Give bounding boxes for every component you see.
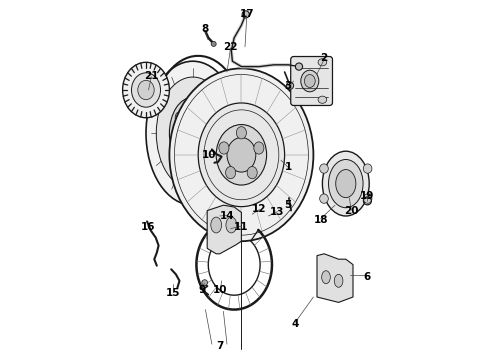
Ellipse shape bbox=[321, 271, 330, 284]
Ellipse shape bbox=[180, 113, 206, 153]
Ellipse shape bbox=[175, 112, 182, 123]
Text: 8: 8 bbox=[202, 24, 209, 34]
Text: 22: 22 bbox=[223, 42, 238, 52]
FancyBboxPatch shape bbox=[291, 57, 333, 105]
Ellipse shape bbox=[318, 59, 327, 66]
Text: 16: 16 bbox=[141, 222, 155, 232]
Text: 13: 13 bbox=[270, 207, 285, 217]
Ellipse shape bbox=[226, 217, 237, 233]
Text: 9: 9 bbox=[198, 285, 205, 295]
Ellipse shape bbox=[195, 153, 202, 164]
Ellipse shape bbox=[131, 73, 161, 107]
Text: 3: 3 bbox=[285, 81, 292, 91]
Text: 10: 10 bbox=[213, 285, 227, 295]
Text: 10: 10 bbox=[202, 150, 216, 160]
Ellipse shape bbox=[363, 164, 372, 173]
Ellipse shape bbox=[211, 41, 216, 46]
Text: 7: 7 bbox=[216, 341, 223, 351]
Ellipse shape bbox=[236, 127, 246, 139]
Ellipse shape bbox=[242, 11, 249, 18]
Ellipse shape bbox=[211, 217, 221, 233]
Text: 4: 4 bbox=[292, 319, 299, 329]
Text: 5: 5 bbox=[285, 200, 292, 210]
Ellipse shape bbox=[216, 125, 267, 185]
Ellipse shape bbox=[363, 194, 372, 203]
Ellipse shape bbox=[254, 142, 264, 154]
Ellipse shape bbox=[175, 143, 182, 154]
Ellipse shape bbox=[146, 61, 240, 205]
Ellipse shape bbox=[295, 63, 303, 70]
Ellipse shape bbox=[227, 138, 256, 172]
Text: 2: 2 bbox=[320, 53, 328, 63]
Ellipse shape bbox=[219, 142, 229, 154]
Ellipse shape bbox=[156, 77, 229, 189]
Ellipse shape bbox=[322, 151, 369, 216]
Ellipse shape bbox=[138, 80, 154, 100]
Ellipse shape bbox=[304, 75, 315, 87]
Ellipse shape bbox=[328, 159, 363, 208]
Text: 19: 19 bbox=[360, 191, 374, 201]
Text: 14: 14 bbox=[220, 211, 234, 221]
Text: 11: 11 bbox=[234, 222, 248, 232]
Ellipse shape bbox=[334, 274, 343, 287]
Ellipse shape bbox=[122, 62, 170, 118]
Ellipse shape bbox=[286, 82, 294, 89]
Ellipse shape bbox=[170, 97, 216, 169]
Ellipse shape bbox=[202, 280, 208, 285]
Text: 20: 20 bbox=[344, 206, 359, 216]
Ellipse shape bbox=[247, 167, 257, 179]
Ellipse shape bbox=[170, 68, 314, 241]
Ellipse shape bbox=[318, 96, 327, 103]
Ellipse shape bbox=[319, 164, 328, 173]
Ellipse shape bbox=[301, 70, 319, 92]
Ellipse shape bbox=[225, 167, 236, 179]
Ellipse shape bbox=[195, 103, 202, 113]
Text: 17: 17 bbox=[240, 9, 254, 19]
Ellipse shape bbox=[336, 170, 356, 198]
Ellipse shape bbox=[198, 103, 285, 207]
Polygon shape bbox=[207, 205, 242, 254]
Text: 18: 18 bbox=[313, 215, 328, 225]
Ellipse shape bbox=[319, 194, 328, 203]
Ellipse shape bbox=[206, 128, 214, 139]
Text: 15: 15 bbox=[166, 288, 180, 298]
Text: 12: 12 bbox=[252, 204, 267, 214]
Text: 6: 6 bbox=[364, 272, 371, 282]
Text: 21: 21 bbox=[144, 71, 159, 81]
Polygon shape bbox=[317, 254, 353, 302]
Text: 1: 1 bbox=[285, 162, 292, 172]
